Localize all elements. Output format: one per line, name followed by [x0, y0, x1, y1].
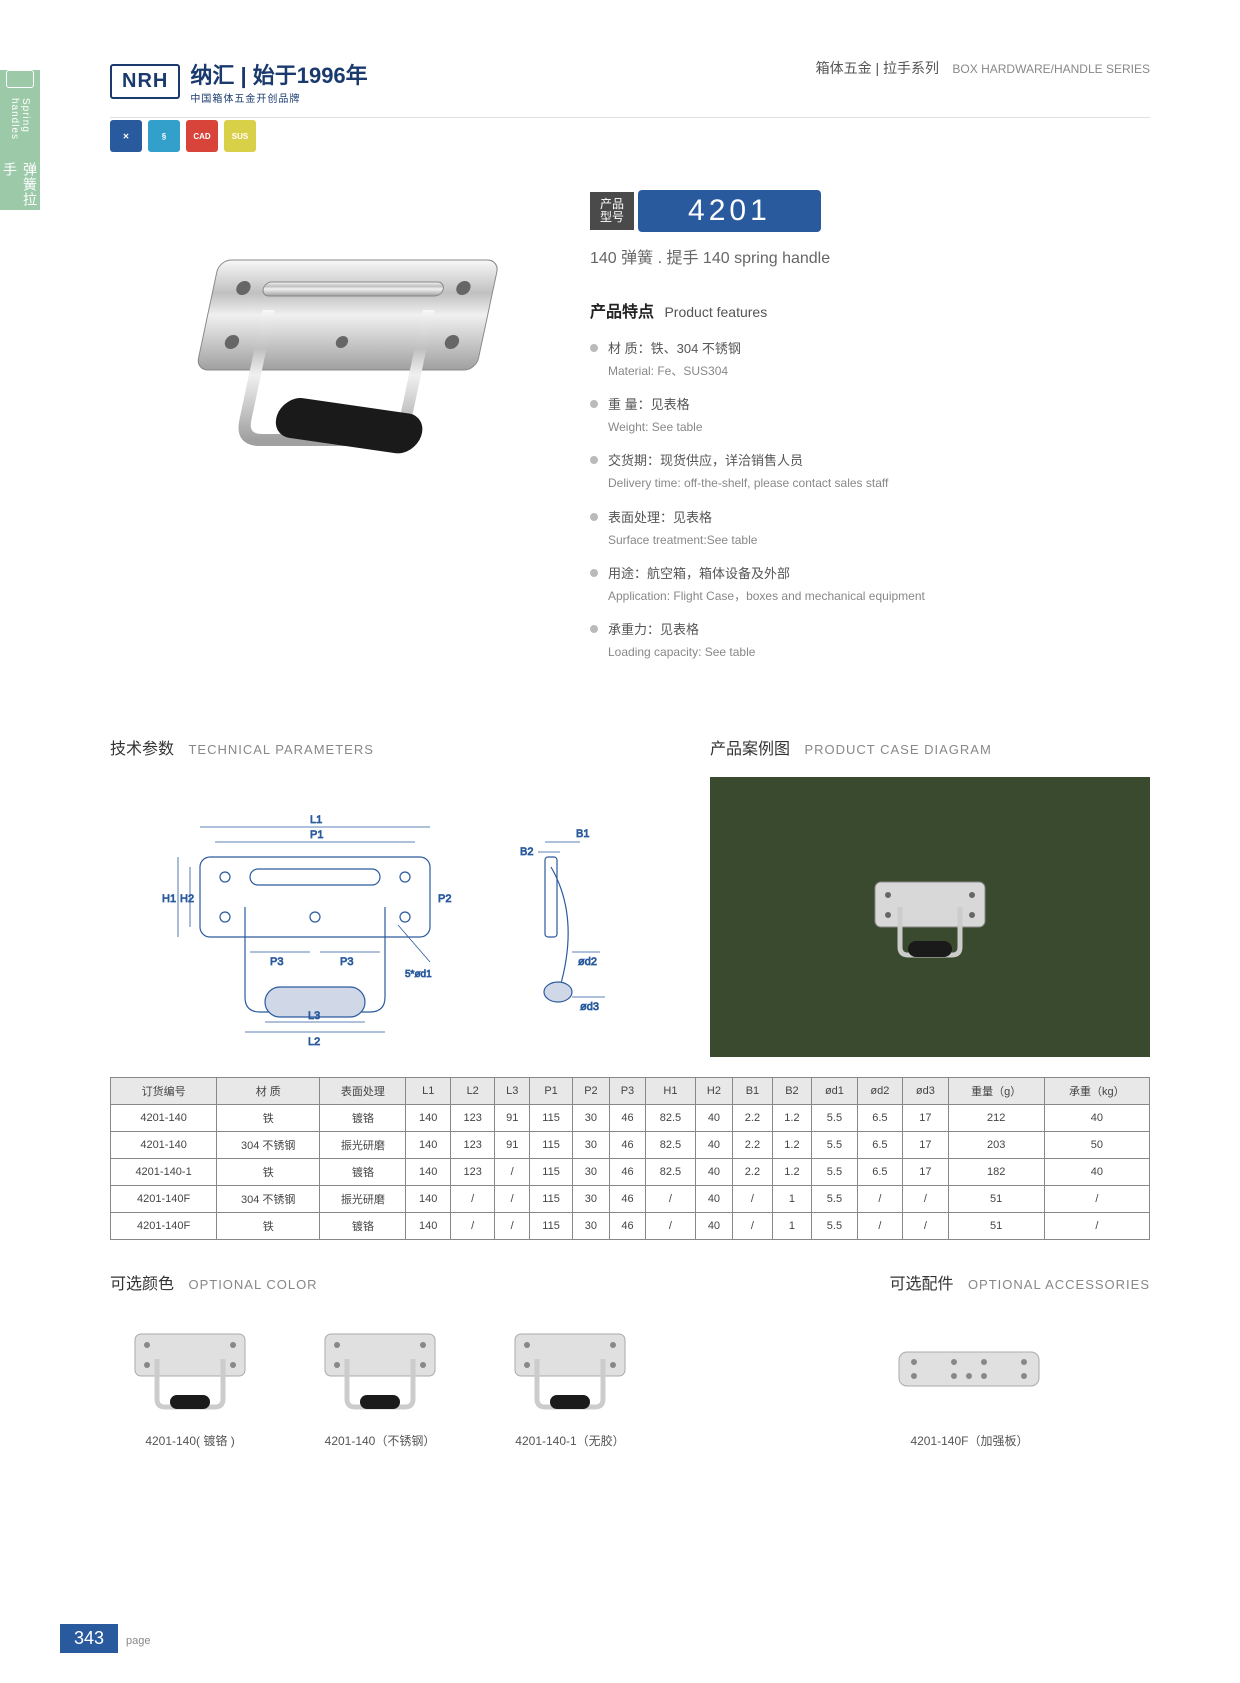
table-header: B1: [733, 1078, 773, 1105]
feature-badge: ✕: [110, 120, 142, 152]
side-tab-icon: [6, 70, 34, 88]
tech-params-title: 技术参数 TECHNICAL PARAMETERS: [110, 735, 660, 759]
features-list: 材 质：铁、304 不锈钢Material: Fe、SUS304 重 量：见表格W…: [590, 338, 1150, 663]
table-header: L1: [406, 1078, 450, 1105]
table-header: 承重（kg）: [1044, 1078, 1149, 1105]
icon-badge-row: ✕§CADSUS: [110, 120, 256, 152]
feature-item: 用途：航空箱，箱体设备及外部Application: Flight Case，b…: [590, 563, 1150, 607]
table-row: 4201-140铁镀铬14012391115304682.5402.21.25.…: [111, 1105, 1150, 1132]
svg-text:B1: B1: [576, 828, 589, 840]
feature-badge: CAD: [186, 120, 218, 152]
table-header: P2: [573, 1078, 610, 1105]
table-header: L3: [495, 1078, 530, 1105]
svg-text:L3: L3: [308, 1010, 320, 1022]
table-header: ød1: [812, 1078, 857, 1105]
product-name: 140 弹簧 . 提手 140 spring handle: [590, 244, 1150, 268]
feature-item: 重 量：见表格Weight: See table: [590, 394, 1150, 438]
table-header: H1: [646, 1078, 695, 1105]
table-row: 4201-140F铁镀铬140//1153046/40/15.5//51/: [111, 1213, 1150, 1240]
table-header: 订货编号: [111, 1078, 217, 1105]
feature-item: 交货期：现货供应，详洽销售人员Delivery time: off-the-sh…: [590, 450, 1150, 494]
svg-text:H1: H1: [162, 893, 176, 905]
accessory-thumbs: 4201-140F（加强板）: [889, 1314, 1150, 1449]
header-right-en: BOX HARDWARE/HANDLE SERIES: [952, 62, 1150, 76]
table-header: H2: [695, 1078, 733, 1105]
color-thumb: 4201-140（不锈钢）: [300, 1314, 460, 1449]
color-thumb: 4201-140-1（无胶）: [490, 1314, 650, 1449]
hero-product-image: [110, 170, 550, 530]
svg-text:P3: P3: [340, 956, 353, 968]
feature-badge: SUS: [224, 120, 256, 152]
product-number: 4201: [638, 190, 821, 232]
table-row: 4201-140304 不锈钢振光研磨14012391115304682.540…: [111, 1132, 1150, 1159]
product-case-image: [710, 777, 1150, 1057]
optional-accessory-title: 可选配件 OPTIONAL ACCESSORIES: [889, 1270, 1150, 1294]
table-header: 表面处理: [320, 1078, 406, 1105]
table-header: 重量（g）: [948, 1078, 1044, 1105]
features-title: 产品特点 Product features: [590, 298, 1150, 322]
svg-text:ød2: ød2: [578, 956, 597, 968]
table-header: P1: [529, 1078, 572, 1105]
table-header: B2: [772, 1078, 812, 1105]
feature-item: 表面处理：见表格Surface treatment:See table: [590, 507, 1150, 551]
feature-badge: §: [148, 120, 180, 152]
header-right-cn: 箱体五金 | 拉手系列: [816, 60, 939, 76]
color-thumb: 4201-140( 镀铬 ): [110, 1314, 270, 1449]
accessory-label: 4201-140F（加强板）: [889, 1432, 1049, 1449]
svg-text:ød3: ød3: [580, 1001, 599, 1013]
feature-item: 材 质：铁、304 不锈钢Material: Fe、SUS304: [590, 338, 1150, 382]
svg-text:H2: H2: [180, 893, 194, 905]
svg-text:5*ød1: 5*ød1: [405, 969, 432, 980]
svg-text:B2: B2: [520, 846, 533, 858]
logo-area: NRH 纳汇 | 始于1996年 中国箱体五金开创品牌: [110, 58, 368, 105]
svg-text:P2: P2: [438, 893, 451, 905]
logo-cn: 纳汇 | 始于1996年: [190, 58, 367, 90]
feature-item: 承重力：见表格Loading capacity: See table: [590, 619, 1150, 663]
svg-text:P1: P1: [310, 829, 323, 841]
table-header: ød2: [857, 1078, 902, 1105]
logo-sub: 中国箱体五金开创品牌: [190, 90, 367, 105]
page-number: 343 page: [60, 1624, 151, 1653]
header-right: 箱体五金 | 拉手系列 BOX HARDWARE/HANDLE SERIES: [816, 58, 1150, 78]
color-thumbs: 4201-140( 镀铬 )4201-140（不锈钢）4201-140-1（无胶…: [110, 1314, 650, 1449]
spec-table: 订货编号材 质表面处理L1L2L3P1P2P3H1H2B1B2ød1ød2ød3…: [110, 1077, 1150, 1240]
page-header: NRH 纳汇 | 始于1996年 中国箱体五金开创品牌 箱体五金 | 拉手系列 …: [110, 58, 1150, 118]
technical-diagram: L1 P1 H1 H2 P2 P3 P3 L2 L3 5*ød1: [110, 777, 660, 1057]
case-diagram-title: 产品案例图 PRODUCT CASE DIAGRAM: [710, 735, 1150, 759]
table-row: 4201-140-1铁镀铬140123/115304682.5402.21.25…: [111, 1159, 1150, 1186]
badge-label: 产品 型号: [590, 192, 634, 230]
svg-text:P3: P3: [270, 956, 283, 968]
side-tab-en: Spring handles: [9, 98, 31, 162]
accessory-thumb: 4201-140F（加强板）: [889, 1314, 1049, 1449]
logo-mark: NRH: [110, 64, 180, 99]
side-tab: Spring handles 弹簧拉手: [0, 70, 40, 210]
table-row: 4201-140F304 不锈钢振光研磨140//1153046/40/15.5…: [111, 1186, 1150, 1213]
table-header: ød3: [903, 1078, 948, 1105]
table-header: P3: [609, 1078, 646, 1105]
side-tab-cn: 弹簧拉手: [0, 162, 40, 210]
product-badge: 产品 型号 4201: [590, 190, 1150, 232]
table-header: 材 质: [217, 1078, 320, 1105]
svg-text:L1: L1: [310, 814, 322, 826]
optional-color-title: 可选颜色 OPTIONAL COLOR: [110, 1270, 650, 1294]
table-header: L2: [450, 1078, 494, 1105]
svg-text:L2: L2: [308, 1036, 320, 1047]
